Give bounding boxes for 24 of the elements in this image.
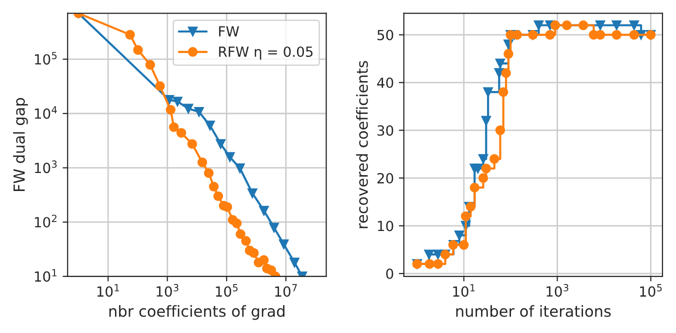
y-tick-label: 20 xyxy=(377,173,394,184)
y-tick-label: 10$^{4}$ xyxy=(34,106,57,119)
x-tick-label: 10$^{5}$ xyxy=(640,284,662,297)
y-axis-title: FW dual gap xyxy=(13,98,28,192)
y-tick-label: 10$^{5}$ xyxy=(34,52,57,65)
x-axis-title: number of iterations xyxy=(456,305,611,317)
x-tick-label: 10$^{3}$ xyxy=(546,284,568,297)
legend-label: FW xyxy=(219,26,240,36)
y-tick-label: 40 xyxy=(377,78,394,88)
y-tick-label: 10 xyxy=(378,220,394,232)
y-tick-label: 50 xyxy=(378,30,394,40)
x-tick-label: 10$^{7}$ xyxy=(275,284,297,297)
x-tick-label: 10$^{5}$ xyxy=(216,284,238,297)
x-tick-label: 10$^{1}$ xyxy=(453,284,475,297)
y-tick-label: 0 xyxy=(386,268,394,279)
y-axis-title: recovered coefficients xyxy=(356,60,368,228)
y-tick-label: 10$^{2}$ xyxy=(34,214,56,228)
y-tick-label: 10$^{3}$ xyxy=(34,160,57,174)
x-tick-label: 10$^{3}$ xyxy=(156,284,178,297)
x-tick-label: 10$^{1}$ xyxy=(97,284,119,297)
y-tick-label: 10$^{1}$ xyxy=(34,269,57,282)
legend-label: RFW η = 0.05 xyxy=(219,46,313,60)
x-axis-title: nbr coefficients of grad xyxy=(109,305,284,320)
y-tick-label: 30 xyxy=(378,125,394,136)
